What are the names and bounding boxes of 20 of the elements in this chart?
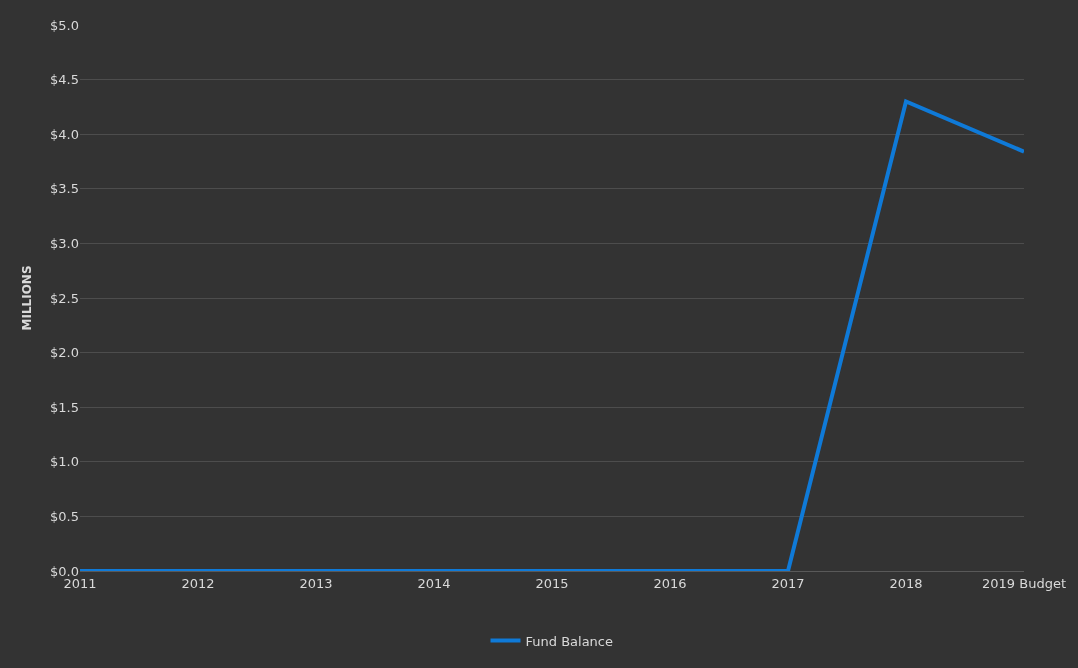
- x-tick-label: 2016: [653, 575, 687, 591]
- x-tick-label: 2017: [771, 575, 805, 591]
- y-tick-label: $3.0: [50, 235, 79, 251]
- x-tick-label: 2012: [181, 575, 215, 591]
- x-tick-label: 2019 Budget: [982, 575, 1066, 591]
- x-tick-label: 2015: [535, 575, 569, 591]
- x-tick-label: 2018: [889, 575, 923, 591]
- legend-label: Fund Balance: [525, 633, 613, 649]
- y-tick-label: $2.0: [50, 345, 79, 361]
- x-tick-label: 2013: [299, 575, 333, 591]
- y-tick-label: $4.0: [50, 126, 79, 142]
- y-tick-label: $1.0: [50, 454, 79, 470]
- y-tick-label: $5.0: [50, 17, 79, 33]
- y-tick-label: $1.5: [50, 399, 79, 415]
- y-tick-label: $3.5: [50, 181, 79, 197]
- x-tick-label: 2014: [417, 575, 451, 591]
- y-tick-label: $0.5: [50, 508, 79, 524]
- y-tick-label: $2.5: [50, 290, 79, 306]
- y-tick-label: $4.5: [50, 72, 79, 88]
- y-axis-title: MILLIONS: [20, 265, 35, 331]
